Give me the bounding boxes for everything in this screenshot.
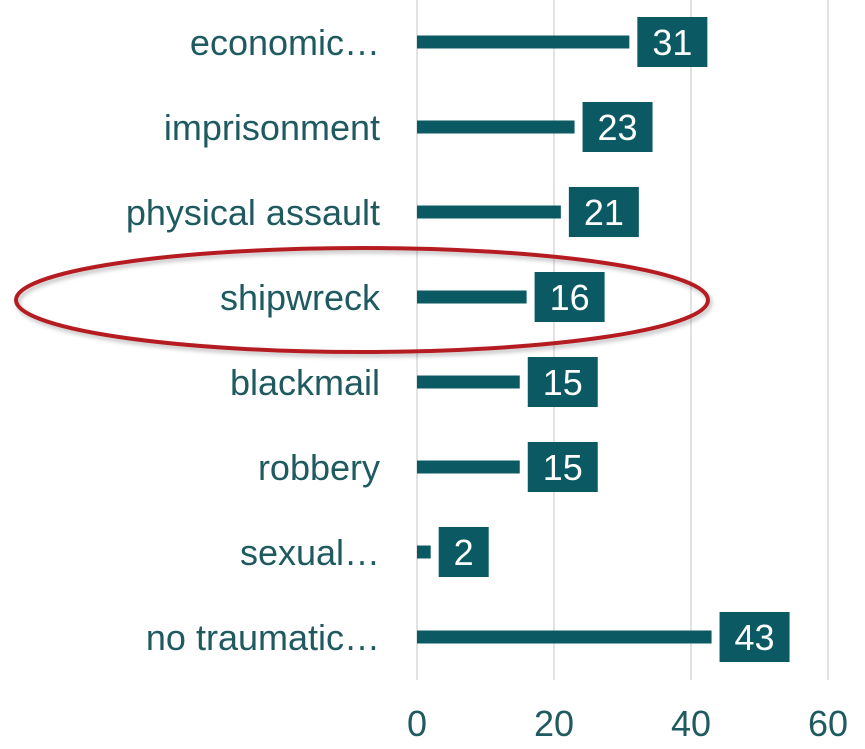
x-tick-label: 60 (808, 703, 848, 744)
data-label-box (527, 442, 598, 492)
category-label: robbery (258, 447, 380, 488)
x-tick-label: 40 (671, 703, 711, 744)
highlight-ellipse (14, 246, 710, 354)
bar (417, 630, 712, 644)
data-label-box (582, 102, 653, 152)
data-label: 2 (454, 532, 474, 573)
data-label-box (637, 17, 708, 67)
x-axis-tick-labels: 0 20 40 60 (407, 703, 848, 744)
category-label: shipwreck (220, 277, 381, 318)
bar (417, 375, 520, 389)
data-label-box (568, 187, 639, 237)
data-label-box (719, 612, 790, 662)
data-label: 43 (735, 617, 775, 658)
category-label: sexual… (240, 532, 380, 573)
data-label: 23 (598, 107, 638, 148)
highlight-group (14, 246, 710, 354)
data-label: 31 (652, 22, 692, 63)
category-labels: economic… imprisonment physical assault shi… (126, 22, 381, 658)
bar (417, 290, 527, 304)
data-label: 15 (543, 362, 583, 403)
x-tick-label: 0 (407, 703, 427, 744)
x-tick-label: 20 (534, 703, 574, 744)
bar (417, 460, 520, 474)
category-label: economic… (190, 22, 380, 63)
data-label-box (527, 357, 598, 407)
category-label: no traumatic… (146, 617, 380, 658)
data-label-box (438, 527, 489, 577)
bar (417, 205, 561, 219)
bar (417, 35, 630, 49)
bars (417, 35, 712, 644)
data-label: 16 (550, 277, 590, 318)
data-label-box (534, 272, 605, 322)
category-label: imprisonment (164, 107, 380, 148)
bar (417, 120, 575, 134)
category-label: blackmail (230, 362, 380, 403)
data-label: 21 (584, 192, 624, 233)
bar (417, 545, 431, 559)
data-label: 15 (543, 447, 583, 488)
grid-lines (416, 0, 829, 680)
category-label: physical assault (126, 192, 380, 233)
data-labels: 31 23 21 16 15 15 2 43 (438, 17, 790, 662)
